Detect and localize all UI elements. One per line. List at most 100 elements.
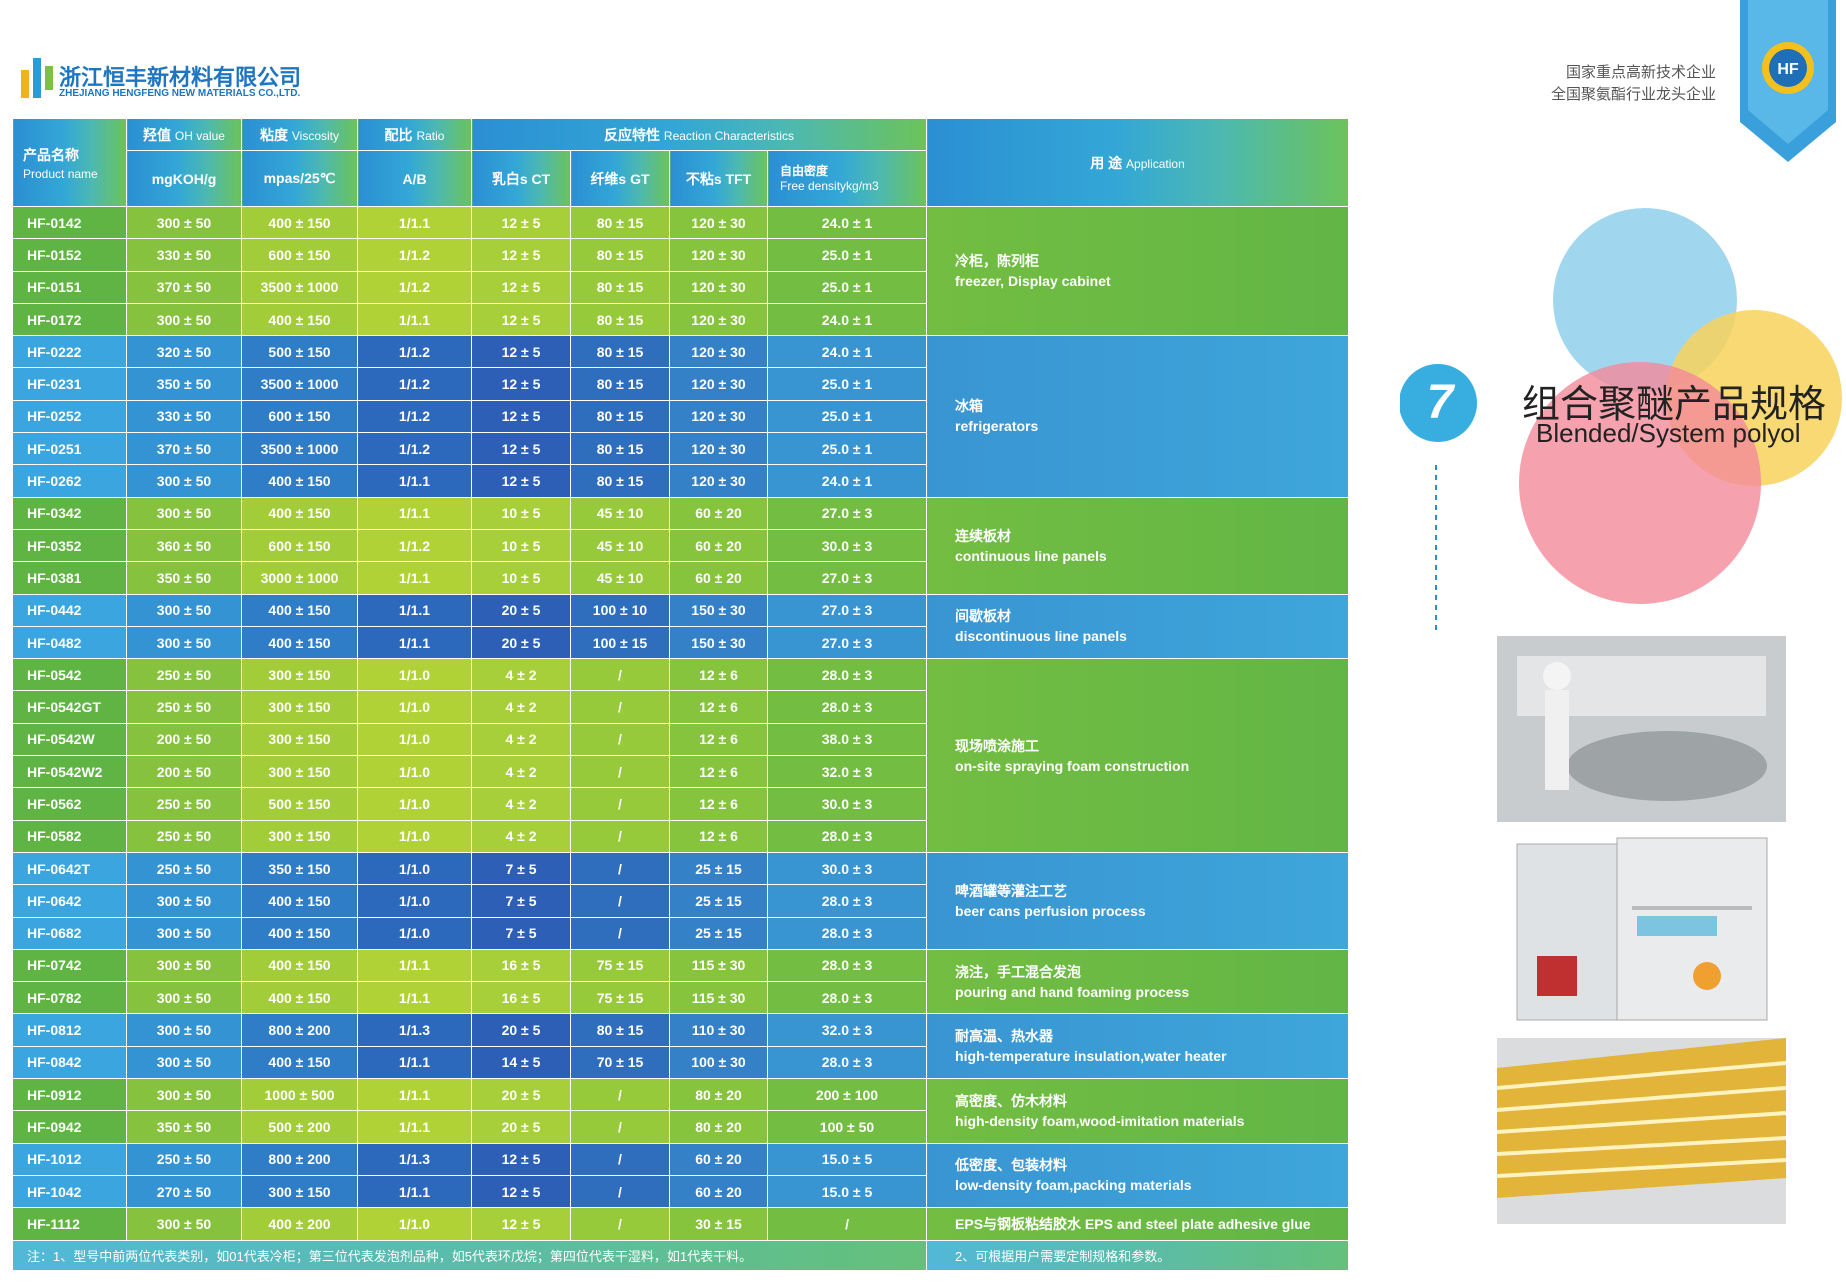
cell: 12 ± 6	[669, 755, 768, 789]
cell: 400 ± 150	[241, 981, 358, 1015]
cell: 12 ± 5	[471, 270, 571, 304]
cell: 1/1.0	[357, 916, 472, 950]
product-cell: HF-0542GT	[12, 690, 127, 724]
cell: 28.0 ± 3	[766, 819, 928, 853]
data-row: HF-0542W2 200 ± 50 300 ± 150 1/1.0 4 ± 2/12 …	[12, 755, 1349, 789]
decor-circles: 7	[1400, 208, 1842, 630]
cell: /	[570, 658, 670, 692]
cell: 28.0 ± 3	[766, 1045, 928, 1080]
cell: 15.0 ± 5	[766, 1174, 928, 1209]
cell: 600 ± 150	[241, 238, 358, 272]
product-cell: HF-0642T	[12, 851, 127, 886]
application-text: on-site spraying foam construction	[955, 757, 1190, 774]
cell: 120 ± 30	[669, 464, 768, 498]
svg-text:HF: HF	[1777, 61, 1799, 78]
application-text: pouring and hand foaming process	[955, 983, 1190, 1000]
cell: 300 ± 50	[126, 1078, 242, 1112]
application-text: EPS与钢板粘结胶水 EPS and steel plate adhesive …	[955, 1215, 1311, 1232]
cell: 300 ± 50	[126, 625, 242, 660]
cell: 300 ± 50	[126, 884, 242, 918]
cell: 100 ± 15	[570, 625, 670, 660]
header-cell: 自由密度 Free densitykg/m3	[766, 150, 928, 207]
section-title-en: Blended/System polyol	[1536, 418, 1801, 448]
cell: 27.0 ± 3	[766, 561, 928, 595]
cell: 12 ± 5	[471, 432, 571, 466]
header-text: Application	[1126, 156, 1185, 171]
header-text: 用 途	[1090, 154, 1123, 171]
product-cell: HF-1042	[12, 1174, 127, 1209]
cell: 400 ± 150	[241, 884, 358, 918]
cell: 800 ± 200	[241, 1013, 358, 1047]
cell: 300 ± 50	[126, 1045, 242, 1080]
cell: 200 ± 100	[766, 1078, 928, 1112]
product-cell: HF-0152	[12, 238, 127, 272]
header-cell: mpas/25℃	[241, 150, 358, 207]
cell: 12 ± 6	[669, 722, 768, 757]
cell: 1/1.2	[357, 367, 472, 401]
product-cell: HF-0682	[12, 916, 127, 950]
cell: 80 ± 15	[570, 302, 670, 337]
cell: 120 ± 30	[669, 432, 768, 466]
data-row: HF-0172 300 ± 50 400 ± 150 1/1.1 12 ± 5 80 ± …	[12, 302, 1349, 337]
data-row: HF-0152 330 ± 50 600 ± 150 1/1.2 12 ± 5 80 ± …	[12, 238, 1349, 272]
header-cell: mgKOH/g	[126, 150, 242, 207]
header-text: Free densitykg/m3	[780, 178, 879, 193]
cell: 4 ± 2	[471, 658, 571, 692]
cell: 80 ± 15	[570, 335, 670, 369]
cell: 60 ± 20	[669, 1142, 768, 1176]
cell: 1/1.0	[357, 787, 472, 821]
data-row: HF-0262 300 ± 50 400 ± 150 1/1.1 12 ± 5 80 ± …	[12, 464, 1349, 498]
cell: 300 ± 50	[126, 464, 242, 498]
cell: 300 ± 50	[126, 593, 242, 627]
product-cell: HF-0812	[12, 1013, 127, 1047]
data-row: HF-0642T 250 ± 50 350 ± 150 1/1.0 7 ± 5/25 ±…	[12, 851, 1350, 950]
logo: 浙江恒丰新材料有限公司 ZHEJIANG HENGFENG NEW MATERI…	[21, 58, 301, 103]
cell: 200 ± 50	[126, 755, 242, 789]
product-cell: HF-0542W	[12, 722, 127, 757]
cell: 400 ± 150	[241, 593, 358, 627]
application-cell: 啤酒罐等灌注工艺 beer cans perfusion process	[926, 851, 1350, 950]
cell: 300 ± 50	[126, 1013, 242, 1047]
data-row: HF-0782 300 ± 50 400 ± 150 1/1.1 16 ± 5 75 ± …	[12, 981, 1349, 1015]
data-row: HF-1112 300 ± 50 400 ± 200 1/1.0 12 ± 5/30 ±…	[12, 1207, 1350, 1241]
note: 注：1、型号中前两位代表类别，如01代表冷柜；第三位代表发泡剂品种，如5代表环戊…	[27, 1248, 753, 1264]
cell: 1/1.2	[357, 432, 472, 466]
product-cell: HF-0442	[12, 593, 127, 627]
cell: /	[570, 1174, 670, 1209]
cell: 200 ± 50	[126, 722, 242, 757]
cell: 250 ± 50	[126, 787, 242, 821]
application-text: 啤酒罐等灌注工艺	[955, 882, 1068, 899]
cell: 1/1.1	[357, 1110, 472, 1144]
cell: 110 ± 30	[669, 1013, 768, 1047]
cell: /	[766, 1207, 928, 1241]
cell: 38.0 ± 3	[766, 722, 928, 757]
application-text: discontinuous line panels	[955, 628, 1127, 645]
cell: 12 ± 5	[471, 399, 571, 434]
application-text: beer cans perfusion process	[955, 902, 1146, 919]
cell: 320 ± 50	[126, 335, 242, 369]
cell: 27.0 ± 3	[766, 593, 928, 627]
section-number: 7	[1427, 376, 1456, 429]
product-cell: HF-1012	[12, 1142, 127, 1176]
cell: 300 ± 50	[126, 948, 242, 983]
photo-fridge	[1497, 836, 1786, 1022]
slogan: 国家重点高新技术企业	[1565, 64, 1716, 81]
cell: 10 ± 5	[471, 561, 571, 595]
data-row: HF-0482 300 ± 50 400 ± 150 1/1.1 20 ± 5 100 ±…	[12, 625, 1349, 660]
cell: 250 ± 50	[126, 1142, 242, 1176]
product-cell: HF-0912	[12, 1078, 127, 1112]
cell: 120 ± 30	[669, 367, 768, 401]
cell: 25.0 ± 1	[766, 238, 928, 272]
cell: 80 ± 15	[570, 270, 670, 304]
cell: 80 ± 15	[570, 432, 670, 466]
cell: 3500 ± 1000	[241, 270, 358, 304]
cell: 12 ± 5	[471, 1142, 571, 1176]
application-cell: EPS与钢板粘结胶水 EPS and steel plate adhesive …	[926, 1207, 1350, 1241]
cell: 1/1.2	[357, 335, 472, 369]
cell: 115 ± 30	[669, 981, 768, 1015]
cell: 14 ± 5	[471, 1045, 571, 1080]
data-row: HF-0352 360 ± 50 600 ± 150 1/1.2 10 ± 5 45 ± …	[12, 528, 1349, 563]
cell: 1/1.1	[357, 948, 472, 983]
cell: 80 ± 15	[570, 464, 670, 498]
